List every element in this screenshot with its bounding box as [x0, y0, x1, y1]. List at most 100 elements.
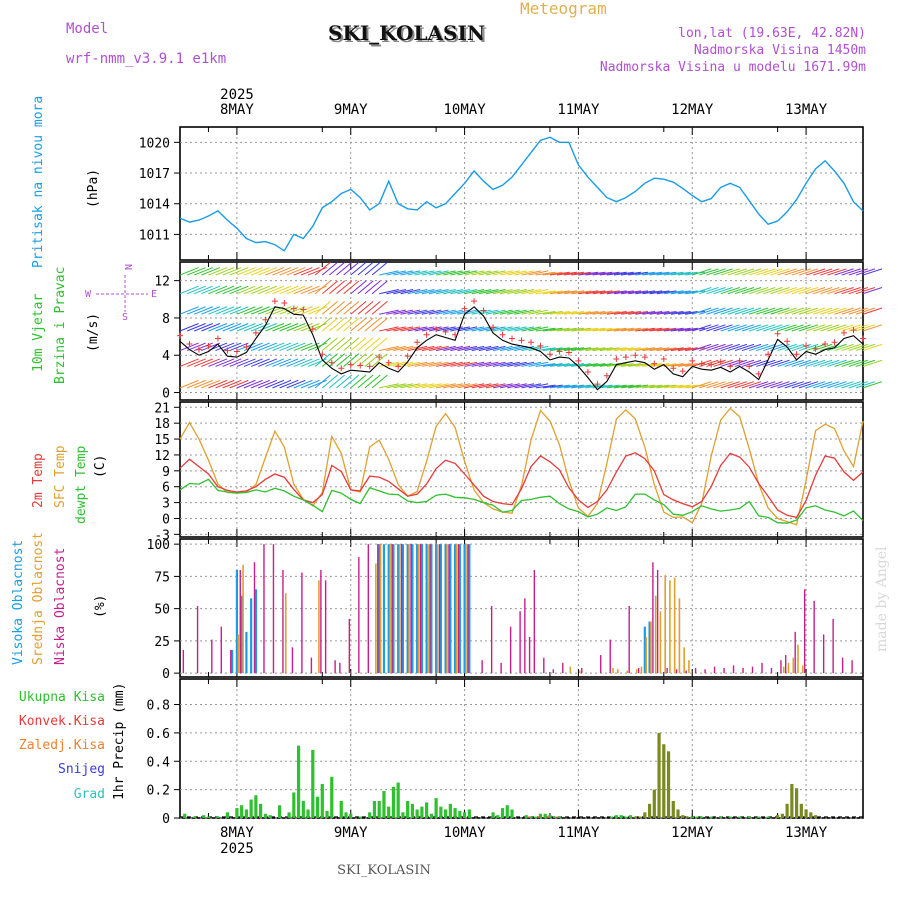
top-day-label: 12MAY — [671, 102, 714, 118]
high-cloud-bar — [420, 544, 423, 674]
wind-barb — [677, 271, 698, 276]
wind-barb — [329, 374, 346, 389]
precip-total-bar — [429, 813, 433, 818]
low-cloud-bar — [429, 544, 431, 674]
precip-total-bar — [738, 816, 742, 818]
wind-barb — [464, 326, 485, 332]
wind-barb — [464, 361, 485, 367]
wind-barb — [855, 268, 876, 276]
wind-barb — [371, 261, 388, 276]
wind-barb — [727, 268, 747, 276]
mid-cloud-bar — [237, 634, 240, 674]
wind-barb — [642, 363, 663, 367]
high-cloud-bar — [254, 589, 257, 674]
wind-barb — [741, 359, 762, 367]
wind-barb — [663, 363, 684, 367]
precip-conv-bar — [527, 816, 530, 818]
wind-barb — [478, 383, 499, 389]
wind-barb — [471, 309, 492, 315]
wind-barb — [770, 287, 790, 295]
high-cloud-bar — [444, 544, 447, 674]
wind-barb — [613, 271, 634, 276]
wind-barb — [713, 381, 733, 389]
wind-barb — [585, 310, 606, 315]
wind-barb — [436, 345, 456, 352]
precip-ytick-label: 0 — [162, 812, 170, 827]
wind-barb — [862, 359, 883, 367]
mid-cloud-bar — [640, 666, 643, 674]
watermark: made by Angel — [874, 546, 890, 652]
wind-barb — [471, 289, 492, 295]
wind-barb — [186, 285, 206, 295]
wind-barb — [386, 361, 406, 367]
wind-barb — [841, 324, 861, 332]
wind-barb — [314, 280, 331, 295]
wind-barb — [578, 363, 599, 367]
wind-barb — [236, 379, 256, 389]
bottom-day-labels: 8MAY 9MAY 10MAY 11MAY 12MAY 13MAY — [220, 825, 828, 841]
wind-barb — [677, 310, 698, 315]
cloud-frame — [179, 538, 864, 678]
wind-barb — [720, 287, 740, 295]
wind-barb — [215, 323, 235, 332]
low-cloud-bar — [685, 670, 687, 674]
wind-barb — [286, 267, 306, 276]
wind-barb — [194, 358, 213, 367]
wind-barb — [350, 317, 367, 332]
high-cloud-bar — [430, 544, 433, 674]
precip-total-bar — [785, 803, 789, 818]
precip-total-bar — [647, 803, 652, 818]
wind-barb — [243, 285, 263, 295]
wind-barb — [485, 345, 506, 352]
wind-barb — [649, 327, 670, 332]
wind-barb — [329, 337, 346, 351]
low-cloud-bar — [533, 569, 536, 674]
wind-barb — [770, 381, 790, 389]
wind-barb — [272, 285, 292, 295]
cloud-ytick-label: 50 — [154, 603, 170, 618]
wind-barb — [564, 290, 585, 295]
low-cloud-bar — [524, 598, 526, 674]
wind-barb — [464, 270, 485, 276]
wind-barb — [350, 374, 367, 389]
precip-legend-grad: Grad — [74, 787, 105, 802]
wind-barb — [457, 361, 478, 367]
wind-barb — [514, 383, 535, 389]
wind-barb — [592, 271, 613, 276]
wind-barb — [770, 343, 790, 352]
precip-total-bar — [657, 732, 661, 818]
wind-marker — [186, 341, 193, 348]
wind-barb — [414, 289, 435, 295]
wind-barb — [649, 271, 670, 276]
low-cloud-bar — [675, 669, 678, 674]
precip-total-bar — [396, 782, 400, 818]
wind-marker — [442, 328, 449, 335]
wind-marker — [679, 368, 686, 375]
precip-total-bar — [377, 800, 381, 818]
top-year-label: 2025 — [220, 87, 254, 103]
low-cloud-bar — [637, 667, 640, 674]
wind-barb — [720, 381, 740, 389]
wind-barb — [734, 343, 755, 352]
wind-barb — [621, 363, 641, 367]
wind-barb — [706, 381, 726, 389]
wind-barb — [798, 268, 819, 276]
wind-barb — [421, 383, 442, 389]
wind-barb — [250, 267, 270, 276]
wind-barb — [293, 379, 313, 389]
pressure-unit: (hPa) — [86, 169, 101, 208]
precip-legend-snow: Snijeg — [58, 762, 105, 777]
cloud-ticks: 100 75 50 25 0 — [147, 538, 863, 682]
wind-barb — [862, 287, 883, 295]
wind-barb — [557, 290, 577, 295]
wind-barb — [606, 327, 627, 332]
wind-label-1: 10m Vjetar — [31, 294, 46, 372]
model-value: wrf-nmm_v3.9.1 e1km — [66, 51, 226, 67]
wind-barb — [734, 287, 755, 295]
wind-barb — [820, 381, 840, 389]
wind-barb — [414, 345, 435, 352]
precip-total-bar — [794, 788, 799, 818]
precip-total-bar — [709, 816, 713, 818]
wind-barb — [564, 327, 585, 332]
